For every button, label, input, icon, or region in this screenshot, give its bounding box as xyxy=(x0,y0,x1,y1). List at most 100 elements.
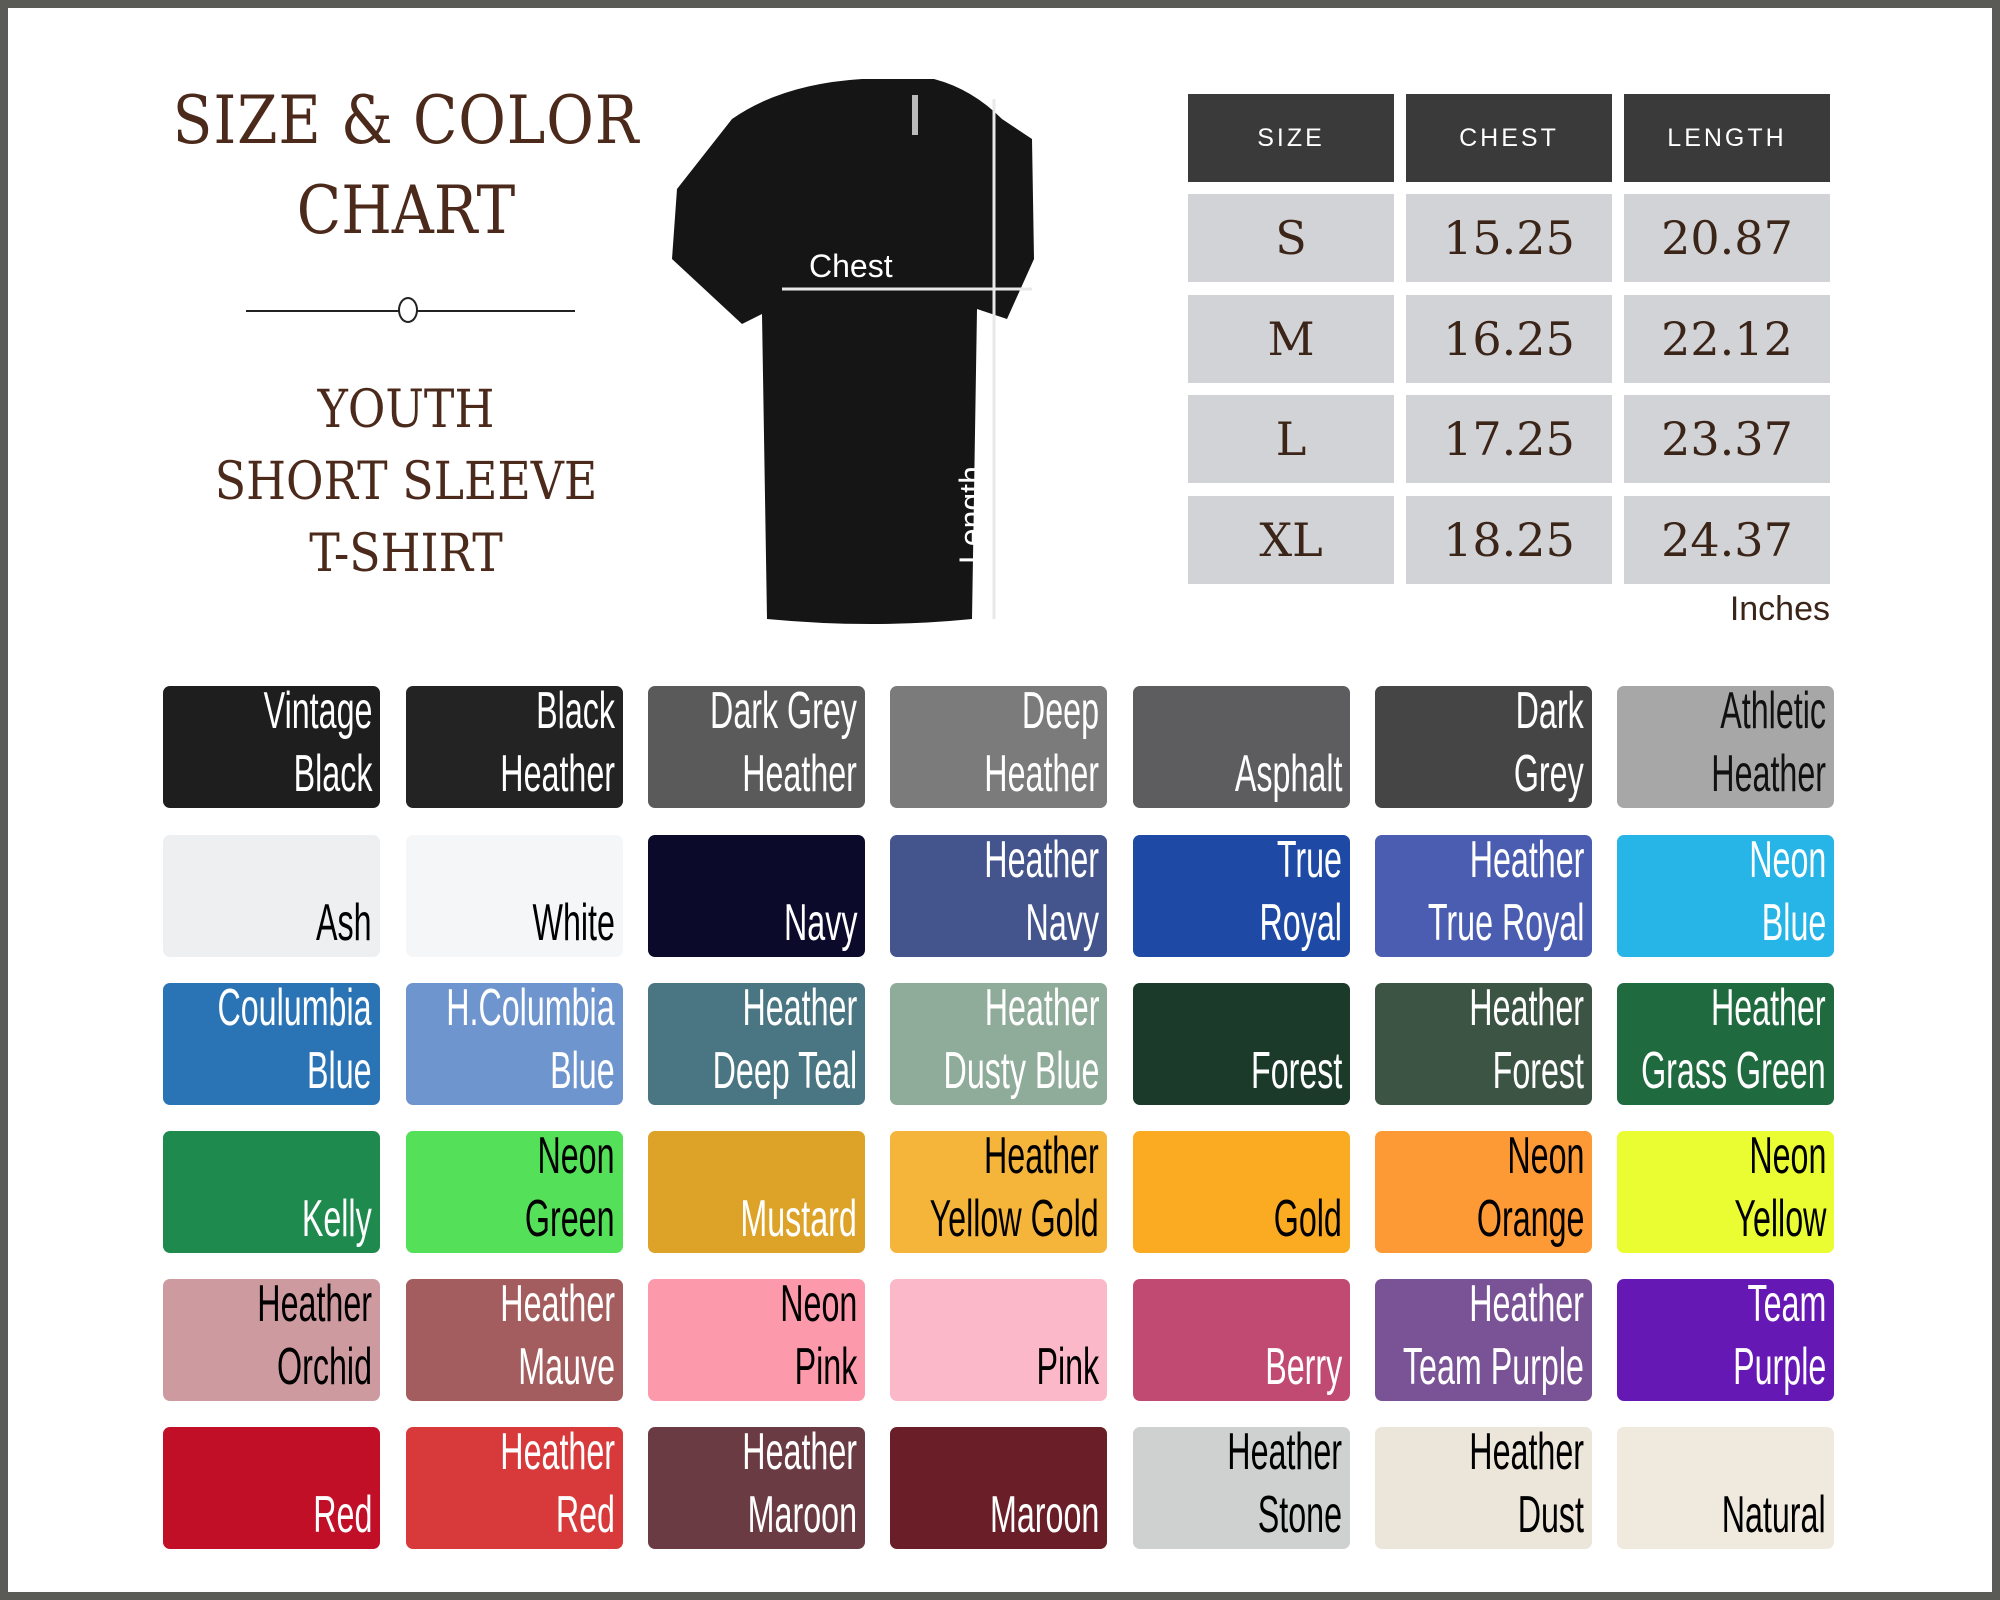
color-swatch-label: True Royal xyxy=(1260,829,1342,955)
label-line2: White xyxy=(532,894,615,952)
label-line2: Orchid xyxy=(277,1338,372,1396)
label-line1: Black xyxy=(536,682,615,740)
label-line2: Maroon xyxy=(747,1486,857,1544)
label-line1: Heather xyxy=(742,1423,857,1481)
label-line2: Natural xyxy=(1722,1486,1826,1544)
color-swatch: Navy xyxy=(648,835,865,957)
color-swatch-label: Heather Orchid xyxy=(257,1273,372,1399)
color-swatch-label: Heather Stone xyxy=(1227,1421,1342,1547)
color-swatch-label: Natural xyxy=(1722,1484,1826,1547)
color-swatch-label: Dark Grey xyxy=(1514,680,1584,806)
label-line1: Heather xyxy=(984,831,1099,889)
chest-label: Chest xyxy=(809,248,893,284)
color-swatch-label: Forest xyxy=(1251,1040,1342,1103)
tshirt-image: Chest Length xyxy=(672,79,1034,624)
color-swatch: Heather Forest xyxy=(1375,979,1592,1105)
color-swatch: Team Purple xyxy=(1617,1275,1834,1401)
color-swatch-label: Asphalt xyxy=(1234,743,1342,806)
label-line1: Heather xyxy=(1469,1423,1584,1481)
label-line1: Neon xyxy=(1506,1127,1584,1185)
table-cell-size: S xyxy=(1188,194,1394,282)
color-swatch-label: Berry xyxy=(1265,1336,1342,1399)
color-swatch-label: Maroon xyxy=(990,1484,1099,1547)
label-line2: Forest xyxy=(1492,1042,1584,1100)
product-line2: SHORT SLEEVE xyxy=(214,452,598,512)
color-swatch: Natural xyxy=(1617,1427,1834,1549)
label-line2: Blue xyxy=(550,1042,615,1100)
color-swatch-label: Heather Red xyxy=(500,1421,615,1547)
table-cell-length: 24.37 xyxy=(1624,496,1830,584)
color-swatch: Heather Orchid xyxy=(163,1275,380,1401)
color-swatch: Red xyxy=(163,1427,380,1549)
color-swatch-label: Dark Grey Heather xyxy=(710,680,857,806)
label-line2: Mauve xyxy=(518,1338,615,1396)
header-length: LENGTH xyxy=(1624,94,1830,182)
label-line2: Dusty Blue xyxy=(943,1042,1099,1100)
table-cell-chest: 18.25 xyxy=(1406,496,1612,584)
color-swatch-label: H.Columbia Blue xyxy=(447,977,615,1103)
color-swatch-label: Red xyxy=(313,1484,372,1547)
page-title-line2: CHART xyxy=(296,172,516,249)
color-swatch-label: Athletic Heather xyxy=(1711,680,1826,806)
label-line2: Blue xyxy=(307,1042,372,1100)
color-swatch-label: Heather Maroon xyxy=(742,1421,857,1547)
product-line1: YOUTH xyxy=(317,380,495,440)
label-line1: Dark xyxy=(1515,682,1584,740)
label-line1: Heather xyxy=(500,1275,615,1333)
label-line2: Forest xyxy=(1250,1042,1342,1100)
color-swatch-label: Mustard xyxy=(741,1188,857,1251)
label-line2: Heather xyxy=(742,745,857,803)
color-swatch-label: White xyxy=(533,892,615,955)
color-swatch: Dark Grey xyxy=(1375,682,1592,808)
color-swatch-label: Gold xyxy=(1274,1188,1342,1251)
label-line2: Ash xyxy=(316,894,372,952)
label-line1: Deep xyxy=(1021,682,1099,740)
color-swatch-label: Heather Grass Green xyxy=(1641,977,1826,1103)
label-line1: Heather xyxy=(1469,1275,1584,1333)
label-line1: Team xyxy=(1747,1275,1826,1333)
label-line1: Dark Grey xyxy=(710,682,857,740)
color-swatch-label: Heather Team Purple xyxy=(1403,1273,1584,1399)
color-swatch: Vintage Black xyxy=(163,682,380,808)
table-cell-length: 23.37 xyxy=(1624,395,1830,483)
table-cell-chest: 16.25 xyxy=(1406,295,1612,383)
label-line2: Yellow Gold xyxy=(929,1190,1099,1248)
color-swatch: True Royal xyxy=(1133,831,1350,957)
color-swatch-label: Pink xyxy=(1036,1336,1099,1399)
label-line1: Athletic xyxy=(1720,682,1826,740)
label-line1: Heather xyxy=(1227,1423,1342,1481)
label-line1: Heather xyxy=(984,1127,1099,1185)
color-swatch-label: Kelly xyxy=(302,1188,372,1251)
label-line1: Vintage xyxy=(263,682,372,740)
tshirt-shape xyxy=(672,79,1034,624)
color-swatch-label: Vintage Black xyxy=(263,680,372,806)
label-line1: Heather xyxy=(500,1423,615,1481)
color-swatch-label: Heather Forest xyxy=(1469,977,1584,1103)
color-swatch: Heather Maroon xyxy=(648,1423,865,1549)
color-swatch-label: Heather Navy xyxy=(984,829,1099,955)
color-swatch: Dark Grey Heather xyxy=(648,682,865,808)
color-swatch-label: Neon Yellow xyxy=(1734,1125,1826,1251)
color-swatch: Pink xyxy=(890,1279,1107,1401)
label-line2: Gold xyxy=(1273,1190,1342,1248)
table-cell-length: 22.12 xyxy=(1624,295,1830,383)
color-swatch: Deep Heather xyxy=(890,682,1107,808)
label-line2: Red xyxy=(312,1486,372,1544)
color-swatch-label: Coulumbia Blue xyxy=(218,977,372,1103)
label-line2: Team Purple xyxy=(1403,1338,1584,1396)
color-swatch: Black Heather xyxy=(406,682,623,808)
color-swatch: Heather Navy xyxy=(890,831,1107,957)
color-swatch: Neon Yellow xyxy=(1617,1127,1834,1253)
table-cell-chest: 15.25 xyxy=(1406,194,1612,282)
color-swatch-label: Heather True Royal xyxy=(1428,829,1584,955)
label-line2: Purple xyxy=(1732,1338,1826,1396)
color-swatch-label: Neon Orange xyxy=(1476,1125,1584,1251)
color-swatch-label: Neon Pink xyxy=(780,1273,857,1399)
color-swatch-label: Ash xyxy=(316,892,372,955)
color-swatch-label: Black Heather xyxy=(500,680,615,806)
color-swatch: Athletic Heather xyxy=(1617,682,1834,808)
table-cell-size: L xyxy=(1188,395,1394,483)
table-cell-size: XL xyxy=(1188,496,1394,584)
color-swatch: Maroon xyxy=(890,1427,1107,1549)
label-line1: Heather xyxy=(1469,831,1584,889)
